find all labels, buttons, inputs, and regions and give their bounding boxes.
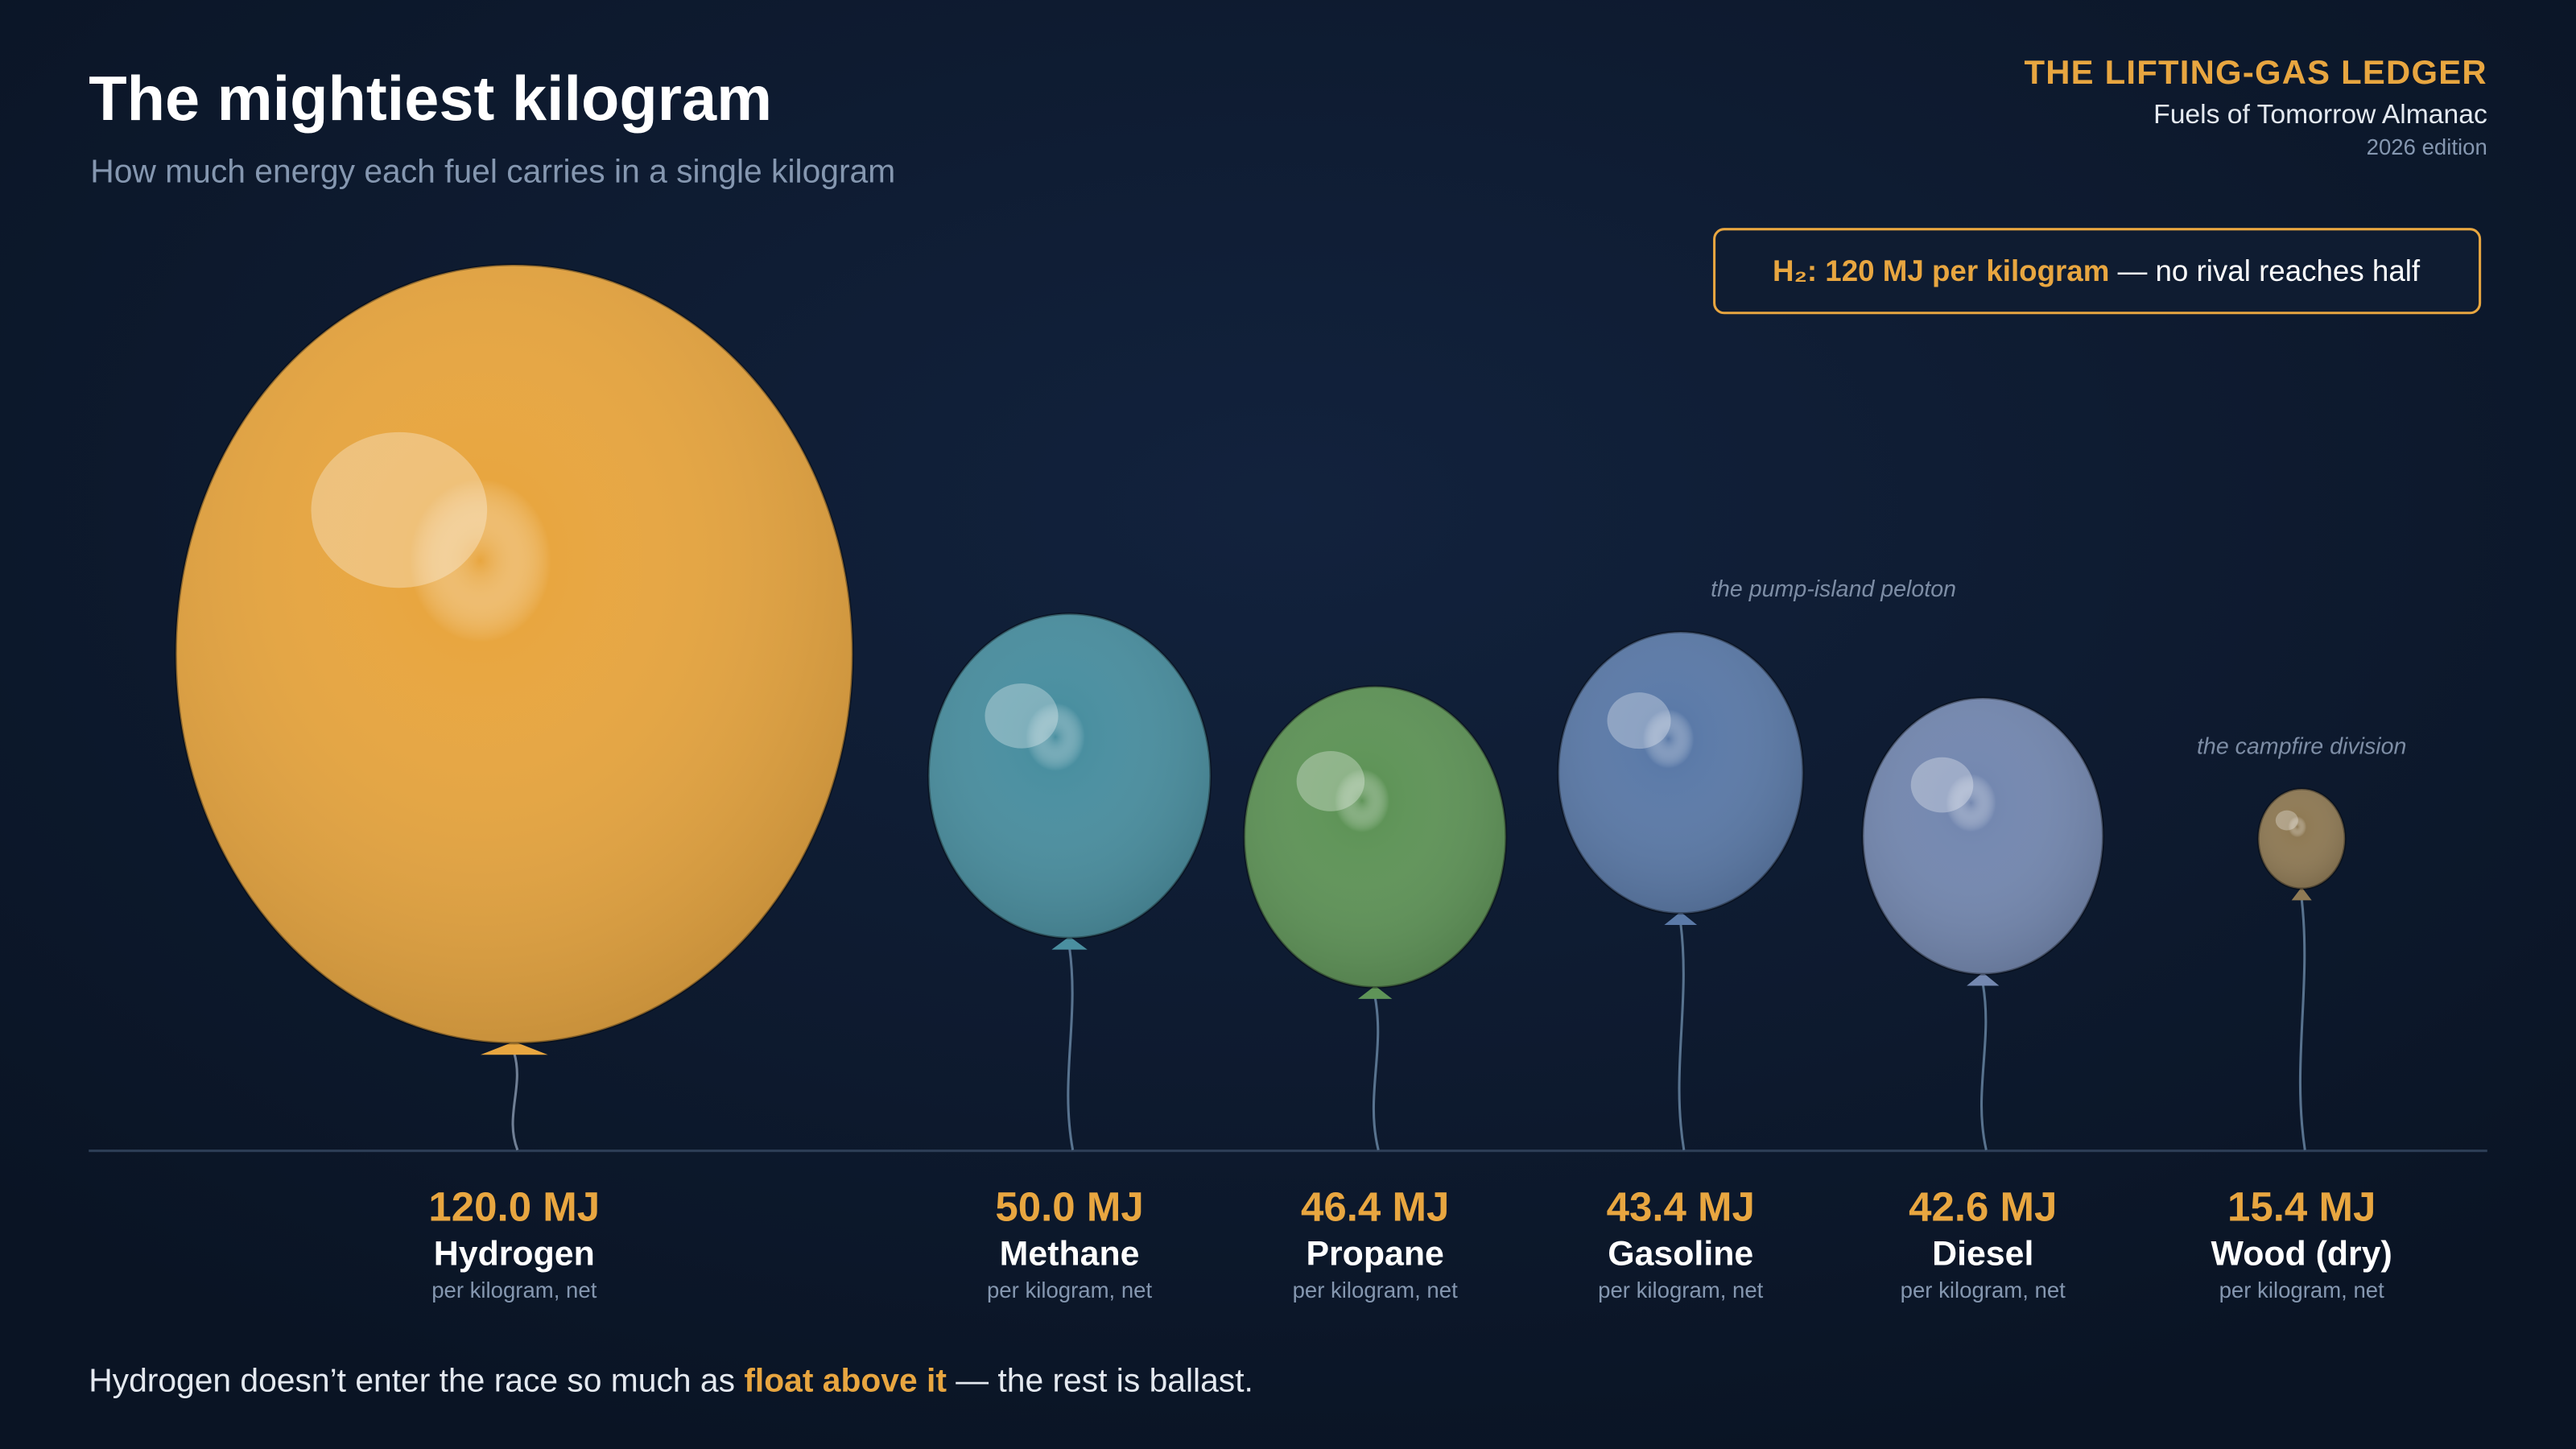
callout: H₂: 120 MJ per kilogram — no rival reach… [1773, 254, 2421, 287]
value-label: 50.0 MJ [995, 1183, 1143, 1229]
balloon-shading [175, 264, 853, 1043]
unit-note: per kilogram, net [1901, 1278, 2066, 1302]
balloon-knot [1967, 972, 2000, 986]
category-label: Diesel [1932, 1234, 2033, 1273]
chart-subtitle: How much energy each fuel carries in a s… [90, 153, 895, 190]
value-label: 120.0 MJ [428, 1183, 600, 1229]
footer-text: — the rest is ballast. [947, 1362, 1253, 1399]
balloon-string [1678, 923, 1686, 1150]
unit-note: per kilogram, net [2219, 1278, 2385, 1302]
balloon-highlight [311, 431, 488, 588]
balloon-highlight [1607, 692, 1671, 749]
balloon-string [511, 1052, 519, 1151]
brand-name: THE LIFTING-GAS LEDGER [2024, 53, 2487, 91]
balloon-highlight [985, 683, 1059, 749]
footer-text: Hydrogen doesn’t enter the race so much … [89, 1362, 744, 1399]
footer: Hydrogen doesn’t enter the race so much … [89, 1362, 1253, 1399]
chart-title: The mightiest kilogram [89, 64, 772, 134]
value-label: 46.4 MJ [1301, 1183, 1449, 1229]
unit-note: per kilogram, net [1598, 1278, 1764, 1302]
footer-highlight: float above it [744, 1362, 947, 1399]
balloon-highlight [1910, 757, 1974, 813]
category-label: Gasoline [1608, 1234, 1753, 1273]
annotation: the campfire division [2197, 734, 2406, 760]
annotation: the pump-island peloton [1711, 576, 1956, 602]
balloon-string [1979, 984, 1988, 1150]
balloon-knot [480, 1041, 548, 1055]
balloon-string [1067, 947, 1075, 1150]
category-label: Methane [1000, 1234, 1140, 1273]
value-label: 15.4 MJ [2227, 1183, 2376, 1229]
category-label: Wood (dry) [2211, 1234, 2392, 1273]
balloon-highlight [2275, 810, 2298, 831]
value-label: 42.6 MJ [1909, 1183, 2057, 1229]
brand-publication: Fuels of Tomorrow Almanac [2153, 100, 2487, 130]
balloon-shading [928, 613, 1211, 939]
balloon-shading [1863, 697, 2103, 975]
callout-box [1713, 228, 2482, 315]
balloon-shading [2258, 788, 2346, 890]
unit-note: per kilogram, net [987, 1278, 1153, 1302]
balloon-string [2298, 898, 2306, 1150]
brand-edition: 2026 edition [2367, 134, 2487, 159]
callout-text: — no rival reaches half [2109, 254, 2421, 287]
unit-note: per kilogram, net [1293, 1278, 1459, 1302]
balloon-highlight [1296, 751, 1365, 811]
callout-highlight: H₂: 120 MJ per kilogram [1773, 254, 2109, 287]
balloon-knot [1051, 936, 1088, 950]
balloon-shading [1558, 631, 1803, 914]
category-label: Propane [1306, 1234, 1443, 1273]
balloon-knot [2291, 887, 2312, 901]
unit-note: per kilogram, net [431, 1278, 597, 1302]
balloon-knot [1357, 985, 1393, 999]
balloon-knot [1664, 911, 1698, 925]
value-label: 43.4 MJ [1607, 1183, 1755, 1229]
category-label: Hydrogen [434, 1234, 595, 1273]
balloon-shading [1244, 686, 1506, 988]
balloon-string [1372, 997, 1380, 1150]
